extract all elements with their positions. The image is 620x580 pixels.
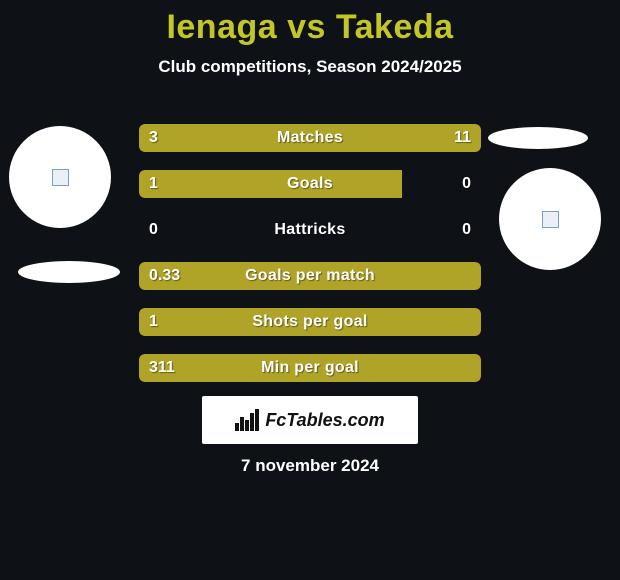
bar-label: Matches <box>139 124 481 152</box>
brand-badge: FcTables.com <box>202 396 418 444</box>
player-left-avatar <box>9 126 111 228</box>
bar-label: Shots per goal <box>139 308 481 336</box>
decorative-ellipse-top-right <box>488 127 588 149</box>
decorative-ellipse-bottom-left <box>18 261 120 283</box>
bar-value-right: 0 <box>462 216 471 244</box>
player-right-avatar <box>499 168 601 270</box>
bar-row-goals: 1 Goals 0 <box>138 169 482 199</box>
bar-label: Hattricks <box>139 216 481 244</box>
bar-label: Goals <box>139 170 481 198</box>
brand-text: FcTables.com <box>265 410 384 431</box>
image-placeholder-icon <box>542 211 559 228</box>
bar-label: Goals per match <box>139 262 481 290</box>
bar-row-shots-per-goal: 1 Shots per goal <box>138 307 482 337</box>
bar-row-hattricks: 0 Hattricks 0 <box>138 215 482 245</box>
page-title: Ienaga vs Takeda <box>0 0 620 47</box>
bar-label: Min per goal <box>139 354 481 382</box>
bar-value-right: 11 <box>454 124 471 152</box>
bar-value-right: 0 <box>462 170 471 198</box>
bar-row-matches: 3 Matches 11 <box>138 123 482 153</box>
date-text: 7 november 2024 <box>0 456 620 476</box>
bars-icon <box>235 409 259 431</box>
comparison-bars: 3 Matches 11 1 Goals 0 0 Hattricks 0 0.3… <box>138 123 482 399</box>
bar-row-goals-per-match: 0.33 Goals per match <box>138 261 482 291</box>
bar-row-min-per-goal: 311 Min per goal <box>138 353 482 383</box>
image-placeholder-icon <box>52 169 69 186</box>
page-subtitle: Club competitions, Season 2024/2025 <box>0 57 620 77</box>
